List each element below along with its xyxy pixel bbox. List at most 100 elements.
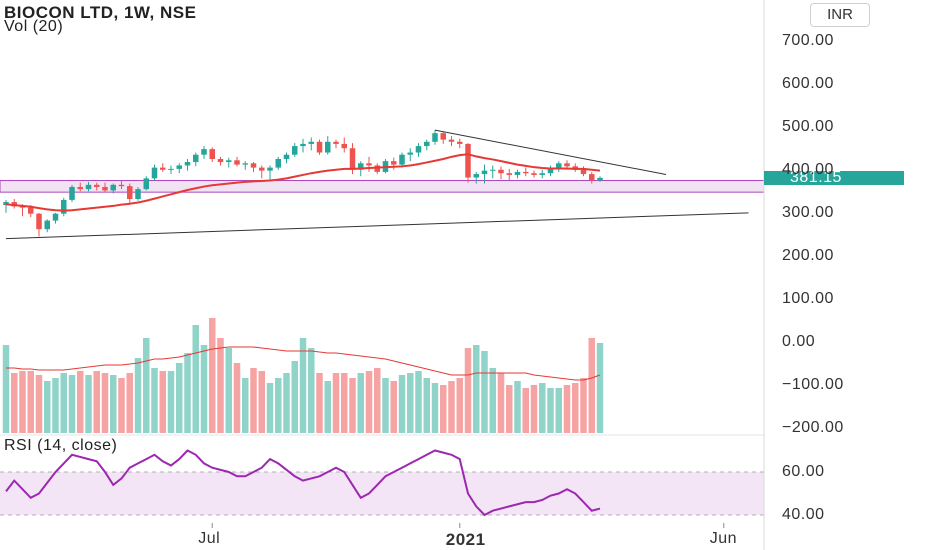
candle-body — [275, 158, 281, 168]
volume-bar — [209, 318, 216, 433]
volume-bar — [588, 338, 595, 433]
rsi-axis-label: 40.00 — [782, 506, 825, 523]
volume-bar — [77, 371, 84, 433]
volume-bar — [308, 348, 315, 433]
candle-body — [341, 143, 347, 149]
last-price-tag: 381.15 — [764, 170, 904, 186]
volume-bar — [365, 371, 373, 433]
candle-body — [325, 141, 331, 153]
rsi-axis-label: 60.00 — [782, 463, 825, 480]
candle-body — [333, 141, 339, 144]
candle-body — [77, 186, 83, 190]
volume-bar — [324, 381, 331, 433]
volume-bar — [184, 353, 191, 433]
volume-bar — [258, 371, 265, 433]
candle-body — [316, 141, 323, 153]
volume-bar — [596, 343, 604, 433]
volume-bar — [431, 383, 439, 433]
volume-bar — [167, 371, 175, 433]
candle-body — [366, 163, 372, 166]
candle-body — [283, 154, 290, 159]
candle-body — [234, 160, 240, 165]
volume-ma-line — [6, 346, 601, 381]
volume-bar — [374, 368, 381, 433]
candle-body — [498, 169, 504, 174]
candle-body — [176, 165, 182, 169]
candle-body — [391, 161, 397, 165]
rsi-indicator-label: RSI (14, close) — [4, 437, 118, 454]
volume-bar — [423, 378, 430, 433]
volume-bar — [85, 375, 92, 433]
rsi-band — [0, 472, 764, 515]
candle-body — [85, 184, 92, 190]
volume-bar — [151, 368, 158, 433]
candle-body — [564, 163, 570, 167]
volume-bar — [382, 378, 389, 433]
volume-bar — [291, 361, 298, 433]
candle-body — [457, 141, 463, 144]
volume-bar — [357, 373, 364, 433]
volume-bar — [126, 373, 133, 433]
candle-body — [374, 165, 380, 172]
candle-body — [506, 173, 512, 175]
price-ma-line — [5, 153, 601, 212]
volume-bar — [539, 383, 546, 433]
candle-body — [250, 163, 257, 168]
volume-bar — [547, 388, 554, 433]
candle-body — [127, 186, 133, 200]
candle-body — [473, 174, 479, 178]
price-axis-label: −200.00 — [782, 419, 844, 437]
volume-bar — [19, 371, 26, 433]
candle-body — [597, 177, 603, 181]
candle-body — [36, 213, 42, 230]
volume-bar — [497, 373, 505, 433]
price-axis-label: 300.00 — [782, 203, 834, 221]
volume-bar — [283, 373, 290, 433]
trendline — [5, 212, 749, 240]
candle-body — [118, 184, 125, 187]
grid-layer — [0, 434, 764, 528]
candle-body — [308, 141, 314, 144]
volume-bar — [35, 375, 43, 433]
volume-bar — [456, 378, 463, 433]
candle-body — [217, 158, 224, 163]
candle-body — [61, 199, 67, 214]
volume-bar — [217, 338, 224, 433]
candles-layer — [3, 130, 603, 237]
volume-layer — [2, 318, 604, 433]
rsi-line — [5, 449, 601, 517]
candle-body — [556, 163, 562, 168]
candle-body — [259, 167, 265, 171]
candle-body — [292, 146, 298, 155]
candle-body — [440, 133, 446, 140]
candle-body — [201, 149, 207, 155]
volume-bar — [242, 378, 249, 433]
price-axis-label: 500.00 — [782, 117, 834, 135]
candle-body — [523, 171, 529, 174]
candle-body — [242, 163, 248, 165]
volume-bar — [332, 373, 340, 433]
candle-body — [209, 149, 215, 159]
volume-bar — [299, 338, 307, 433]
candle-body — [52, 213, 59, 221]
volume-bar — [93, 371, 100, 433]
price-axis-label: 100.00 — [782, 289, 834, 307]
volume-bar — [489, 368, 496, 433]
candle-body — [415, 146, 422, 153]
lines-layer — [5, 129, 749, 240]
volume-bar — [60, 373, 67, 433]
volume-bar — [44, 381, 51, 433]
volume-bar — [134, 358, 142, 433]
volume-bar — [266, 383, 274, 433]
candle-body — [102, 186, 108, 191]
volume-bar — [200, 345, 208, 433]
candle-body — [135, 189, 141, 200]
volume-bar — [101, 373, 109, 433]
currency-button[interactable]: INR — [810, 3, 870, 27]
candle-body — [358, 163, 364, 170]
time-axis-label: 2021 — [445, 530, 486, 549]
candle-body — [424, 141, 430, 147]
candle-body — [490, 169, 496, 171]
price-axis-label: 0.00 — [782, 333, 816, 350]
